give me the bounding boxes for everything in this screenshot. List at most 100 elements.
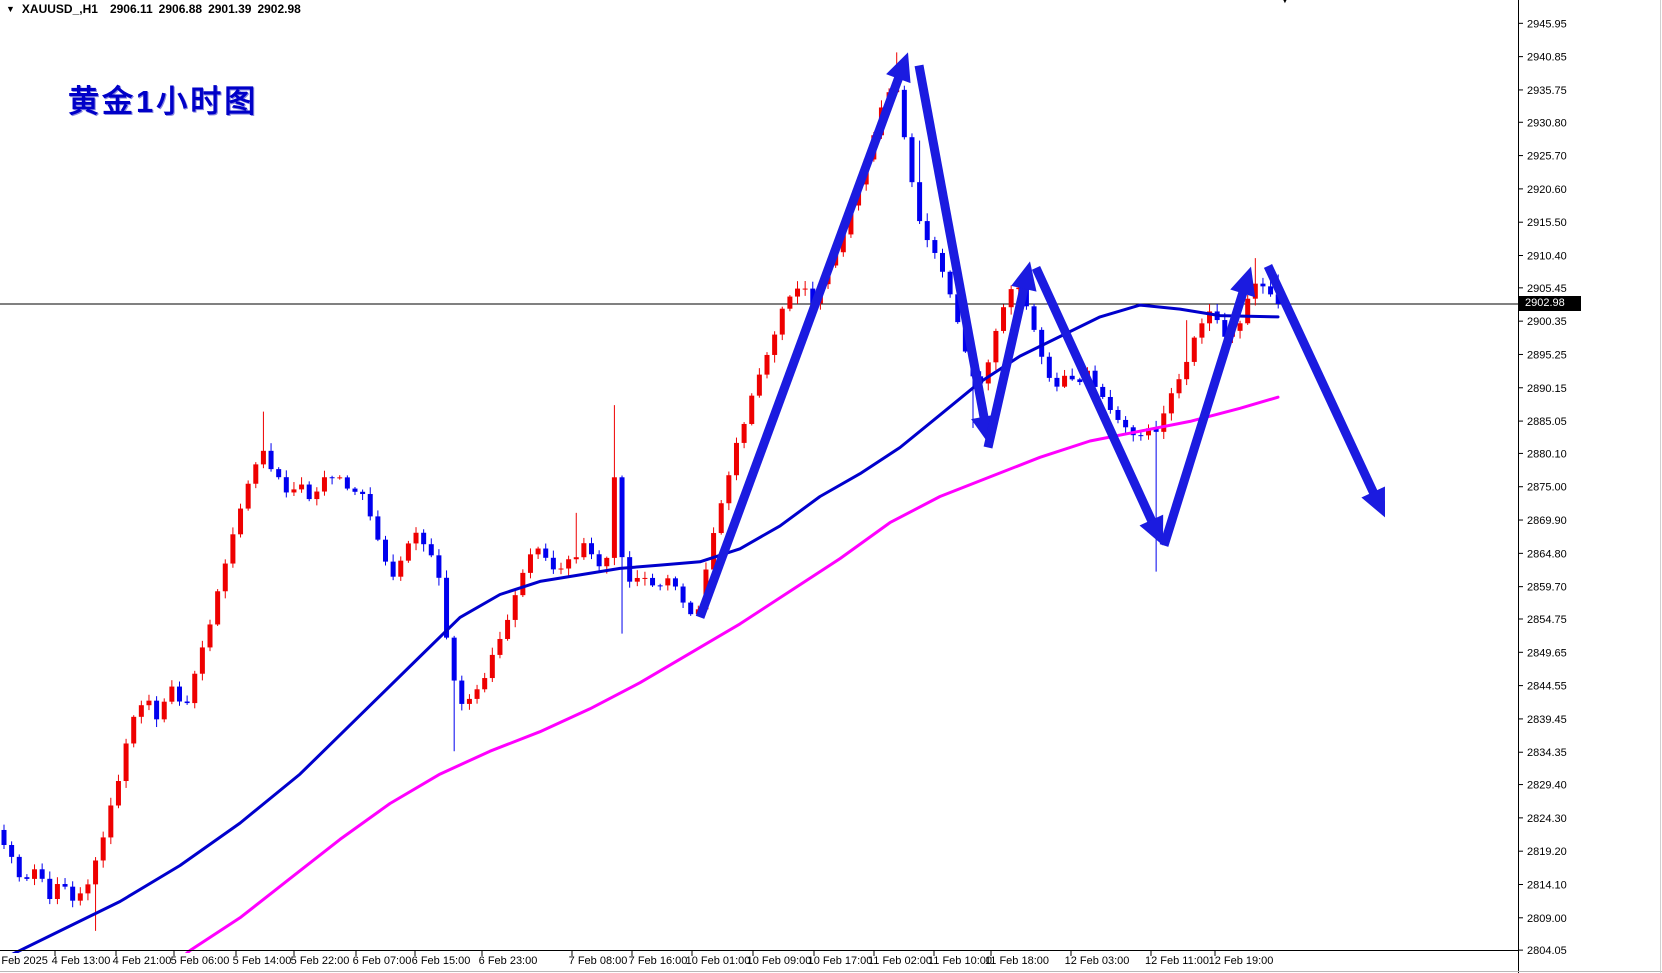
price-tick-label: 2910.40 — [1527, 251, 1567, 263]
price-tick-label: 2804.05 — [1527, 945, 1567, 957]
candle-body — [32, 869, 38, 879]
candle-body — [1054, 377, 1060, 387]
time-tick-label: 10 Feb 01:00 — [686, 955, 751, 967]
time-tick-label: 12 Feb 03:00 — [1065, 955, 1130, 967]
trend-arrow-head[interactable] — [1011, 261, 1037, 292]
price-tick-label: 2895.25 — [1527, 349, 1567, 361]
price-tick-label: 2824.30 — [1527, 813, 1567, 825]
candle-body — [215, 591, 221, 625]
candle-body — [1260, 283, 1266, 287]
candle-body — [466, 698, 472, 704]
time-axis[interactable]: 4 Feb 2025 4 Feb 13:004 Feb 21:005 Feb 06… — [0, 951, 1273, 967]
candle-body — [176, 686, 182, 702]
price-tick-label: 2809.00 — [1527, 913, 1567, 925]
price-tick-label: 2920.60 — [1527, 184, 1567, 196]
candle-body — [1100, 386, 1106, 397]
candle-body — [909, 137, 915, 183]
candle-body — [184, 701, 190, 704]
price-tick-label: 2930.80 — [1527, 117, 1567, 129]
price-tick-label: 2854.75 — [1527, 614, 1567, 626]
candle-body — [573, 557, 579, 560]
candle-body — [497, 638, 503, 655]
time-tick-label: 6 Feb 15:00 — [412, 955, 471, 967]
candle-body — [421, 532, 427, 545]
candle-body — [238, 508, 244, 535]
trend-arrow-shaft[interactable] — [695, 73, 904, 619]
candle-body — [1153, 428, 1159, 432]
price-axis[interactable]: 2945.95 2940.85 2935.75 2930.80 2925.70 2920.… — [1518, 18, 1567, 957]
candle-body — [589, 543, 595, 555]
candle-body — [352, 488, 358, 492]
candle-body — [627, 557, 633, 582]
trend-arrow-shaft[interactable] — [1263, 264, 1379, 498]
trend-arrow-shaft[interactable] — [914, 64, 990, 422]
candle-body — [344, 477, 350, 489]
trend-arrow-shaft[interactable] — [1031, 266, 1158, 526]
candle-body — [688, 602, 694, 615]
candle-body — [436, 555, 442, 578]
candle-body — [993, 330, 999, 363]
candle-body — [924, 221, 930, 241]
trend-arrow-shaft[interactable] — [983, 283, 1030, 449]
candle-body — [489, 654, 495, 679]
chart-annotation-title: 黄金1小时图 — [68, 84, 259, 119]
trend-arrow-head[interactable] — [1230, 266, 1256, 298]
trend-arrow-head[interactable] — [886, 52, 911, 84]
price-tick-label: 2915.50 — [1527, 217, 1567, 229]
price-tick-label: 2885.05 — [1527, 416, 1567, 428]
candle-body — [1115, 409, 1121, 420]
candlesticks — [1, 52, 1281, 931]
candle-body — [596, 554, 602, 567]
symbol-dropdown-icon[interactable]: ▼ — [6, 4, 15, 14]
price-tick-label: 2900.35 — [1527, 316, 1567, 328]
candle-body — [1161, 413, 1167, 432]
candle-body — [169, 686, 175, 702]
candle-body — [1268, 286, 1274, 295]
candle-body — [642, 577, 648, 579]
candle-body — [955, 294, 961, 323]
time-tick-label: 6 Feb 23:00 — [479, 955, 538, 967]
candle-body — [1069, 375, 1075, 380]
candle-body — [24, 877, 30, 879]
price-tick-label: 2834.35 — [1527, 747, 1567, 759]
time-tick-label: 5 Feb 06:00 — [171, 955, 230, 967]
time-tick-label: 4 Feb 21:00 — [113, 955, 172, 967]
candle-body — [1146, 428, 1151, 436]
candle-body — [39, 869, 45, 879]
candle-body — [93, 860, 99, 885]
trend-arrow-head[interactable] — [1139, 514, 1164, 546]
candle-body — [70, 886, 76, 901]
candle-body — [1237, 323, 1243, 331]
candle-body — [230, 534, 236, 564]
candle-body — [413, 532, 419, 544]
candle-body — [405, 543, 411, 561]
candle-body — [1138, 435, 1144, 437]
trend-arrow-shaft[interactable] — [1159, 288, 1249, 547]
open-value: 2906.11 — [109, 2, 153, 16]
candle-body — [947, 271, 953, 295]
candle-body — [1001, 307, 1007, 331]
trend-arrows[interactable] — [695, 52, 1385, 619]
candle-body — [390, 561, 396, 577]
candle-body — [337, 477, 343, 479]
trend-arrow-head[interactable] — [1361, 486, 1385, 518]
candle-body — [138, 705, 144, 717]
plot-area — [0, 52, 1518, 953]
candle-body — [375, 516, 381, 540]
candle-body — [444, 577, 450, 638]
candle-body — [566, 559, 572, 569]
candle-body — [123, 743, 129, 782]
price-tick-label: 2829.40 — [1527, 780, 1567, 792]
candle-body — [54, 884, 60, 899]
price-tick-label: 2819.20 — [1527, 846, 1567, 858]
candle-body — [650, 577, 656, 586]
candle-body — [85, 884, 91, 894]
candle-body — [1168, 393, 1174, 414]
candle-body — [245, 483, 251, 509]
candle-body — [520, 572, 526, 596]
candle-body — [680, 586, 686, 603]
price-tick-label: 2859.70 — [1527, 582, 1567, 594]
candle-body — [1, 829, 7, 846]
candle-body — [62, 884, 68, 887]
